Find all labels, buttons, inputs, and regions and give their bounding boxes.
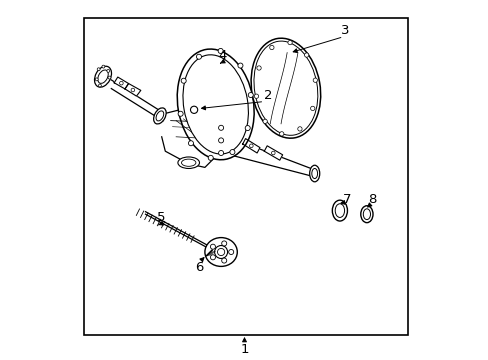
Circle shape: [244, 126, 250, 131]
Polygon shape: [162, 108, 223, 167]
Ellipse shape: [253, 41, 317, 135]
Ellipse shape: [153, 108, 166, 124]
Ellipse shape: [311, 168, 317, 179]
Polygon shape: [114, 77, 128, 89]
Text: 2: 2: [263, 89, 272, 102]
Ellipse shape: [360, 206, 372, 222]
Polygon shape: [242, 139, 260, 153]
Ellipse shape: [332, 200, 347, 221]
Circle shape: [188, 141, 193, 146]
Circle shape: [279, 132, 284, 136]
Circle shape: [181, 78, 186, 83]
Circle shape: [269, 45, 273, 50]
Text: 1: 1: [240, 343, 248, 356]
Text: 8: 8: [367, 193, 376, 206]
Circle shape: [297, 127, 302, 131]
Polygon shape: [125, 84, 141, 96]
Circle shape: [98, 84, 101, 87]
Ellipse shape: [250, 38, 320, 138]
Polygon shape: [111, 80, 167, 123]
Circle shape: [190, 106, 197, 113]
Ellipse shape: [94, 66, 111, 87]
Text: 7: 7: [342, 193, 351, 206]
Circle shape: [120, 81, 123, 85]
Ellipse shape: [309, 165, 319, 182]
Circle shape: [248, 93, 253, 98]
Circle shape: [210, 244, 215, 249]
Circle shape: [271, 151, 275, 155]
Circle shape: [131, 88, 134, 92]
Polygon shape: [145, 212, 211, 250]
Circle shape: [178, 111, 183, 116]
Circle shape: [229, 149, 234, 154]
Ellipse shape: [183, 55, 248, 154]
Circle shape: [108, 76, 111, 79]
Circle shape: [263, 119, 267, 123]
Circle shape: [238, 63, 243, 68]
Circle shape: [217, 248, 224, 256]
Ellipse shape: [178, 157, 199, 168]
Circle shape: [218, 125, 223, 130]
Ellipse shape: [204, 238, 237, 266]
Circle shape: [218, 138, 223, 143]
Circle shape: [221, 258, 226, 263]
Circle shape: [218, 49, 223, 54]
Circle shape: [214, 246, 227, 258]
Text: 5: 5: [157, 211, 165, 224]
Circle shape: [221, 241, 226, 246]
Text: 3: 3: [340, 24, 349, 37]
Bar: [84, 18, 407, 335]
Circle shape: [208, 155, 213, 160]
Ellipse shape: [98, 70, 108, 84]
Circle shape: [107, 69, 109, 72]
Circle shape: [256, 66, 261, 70]
Circle shape: [310, 106, 314, 111]
Circle shape: [102, 65, 104, 68]
Ellipse shape: [177, 49, 254, 160]
Circle shape: [228, 249, 233, 255]
Polygon shape: [264, 146, 282, 160]
Circle shape: [287, 40, 292, 45]
Ellipse shape: [335, 204, 344, 217]
Circle shape: [304, 53, 308, 57]
Polygon shape: [223, 135, 312, 176]
Circle shape: [218, 150, 223, 156]
Circle shape: [254, 94, 258, 98]
Text: 6: 6: [195, 261, 203, 274]
Circle shape: [196, 54, 201, 59]
Circle shape: [95, 78, 98, 81]
Ellipse shape: [181, 159, 196, 166]
Ellipse shape: [363, 209, 370, 220]
Circle shape: [97, 68, 100, 71]
Ellipse shape: [156, 111, 163, 121]
Circle shape: [312, 78, 317, 82]
Circle shape: [249, 144, 253, 148]
Circle shape: [210, 255, 215, 260]
Text: 4: 4: [218, 49, 226, 62]
